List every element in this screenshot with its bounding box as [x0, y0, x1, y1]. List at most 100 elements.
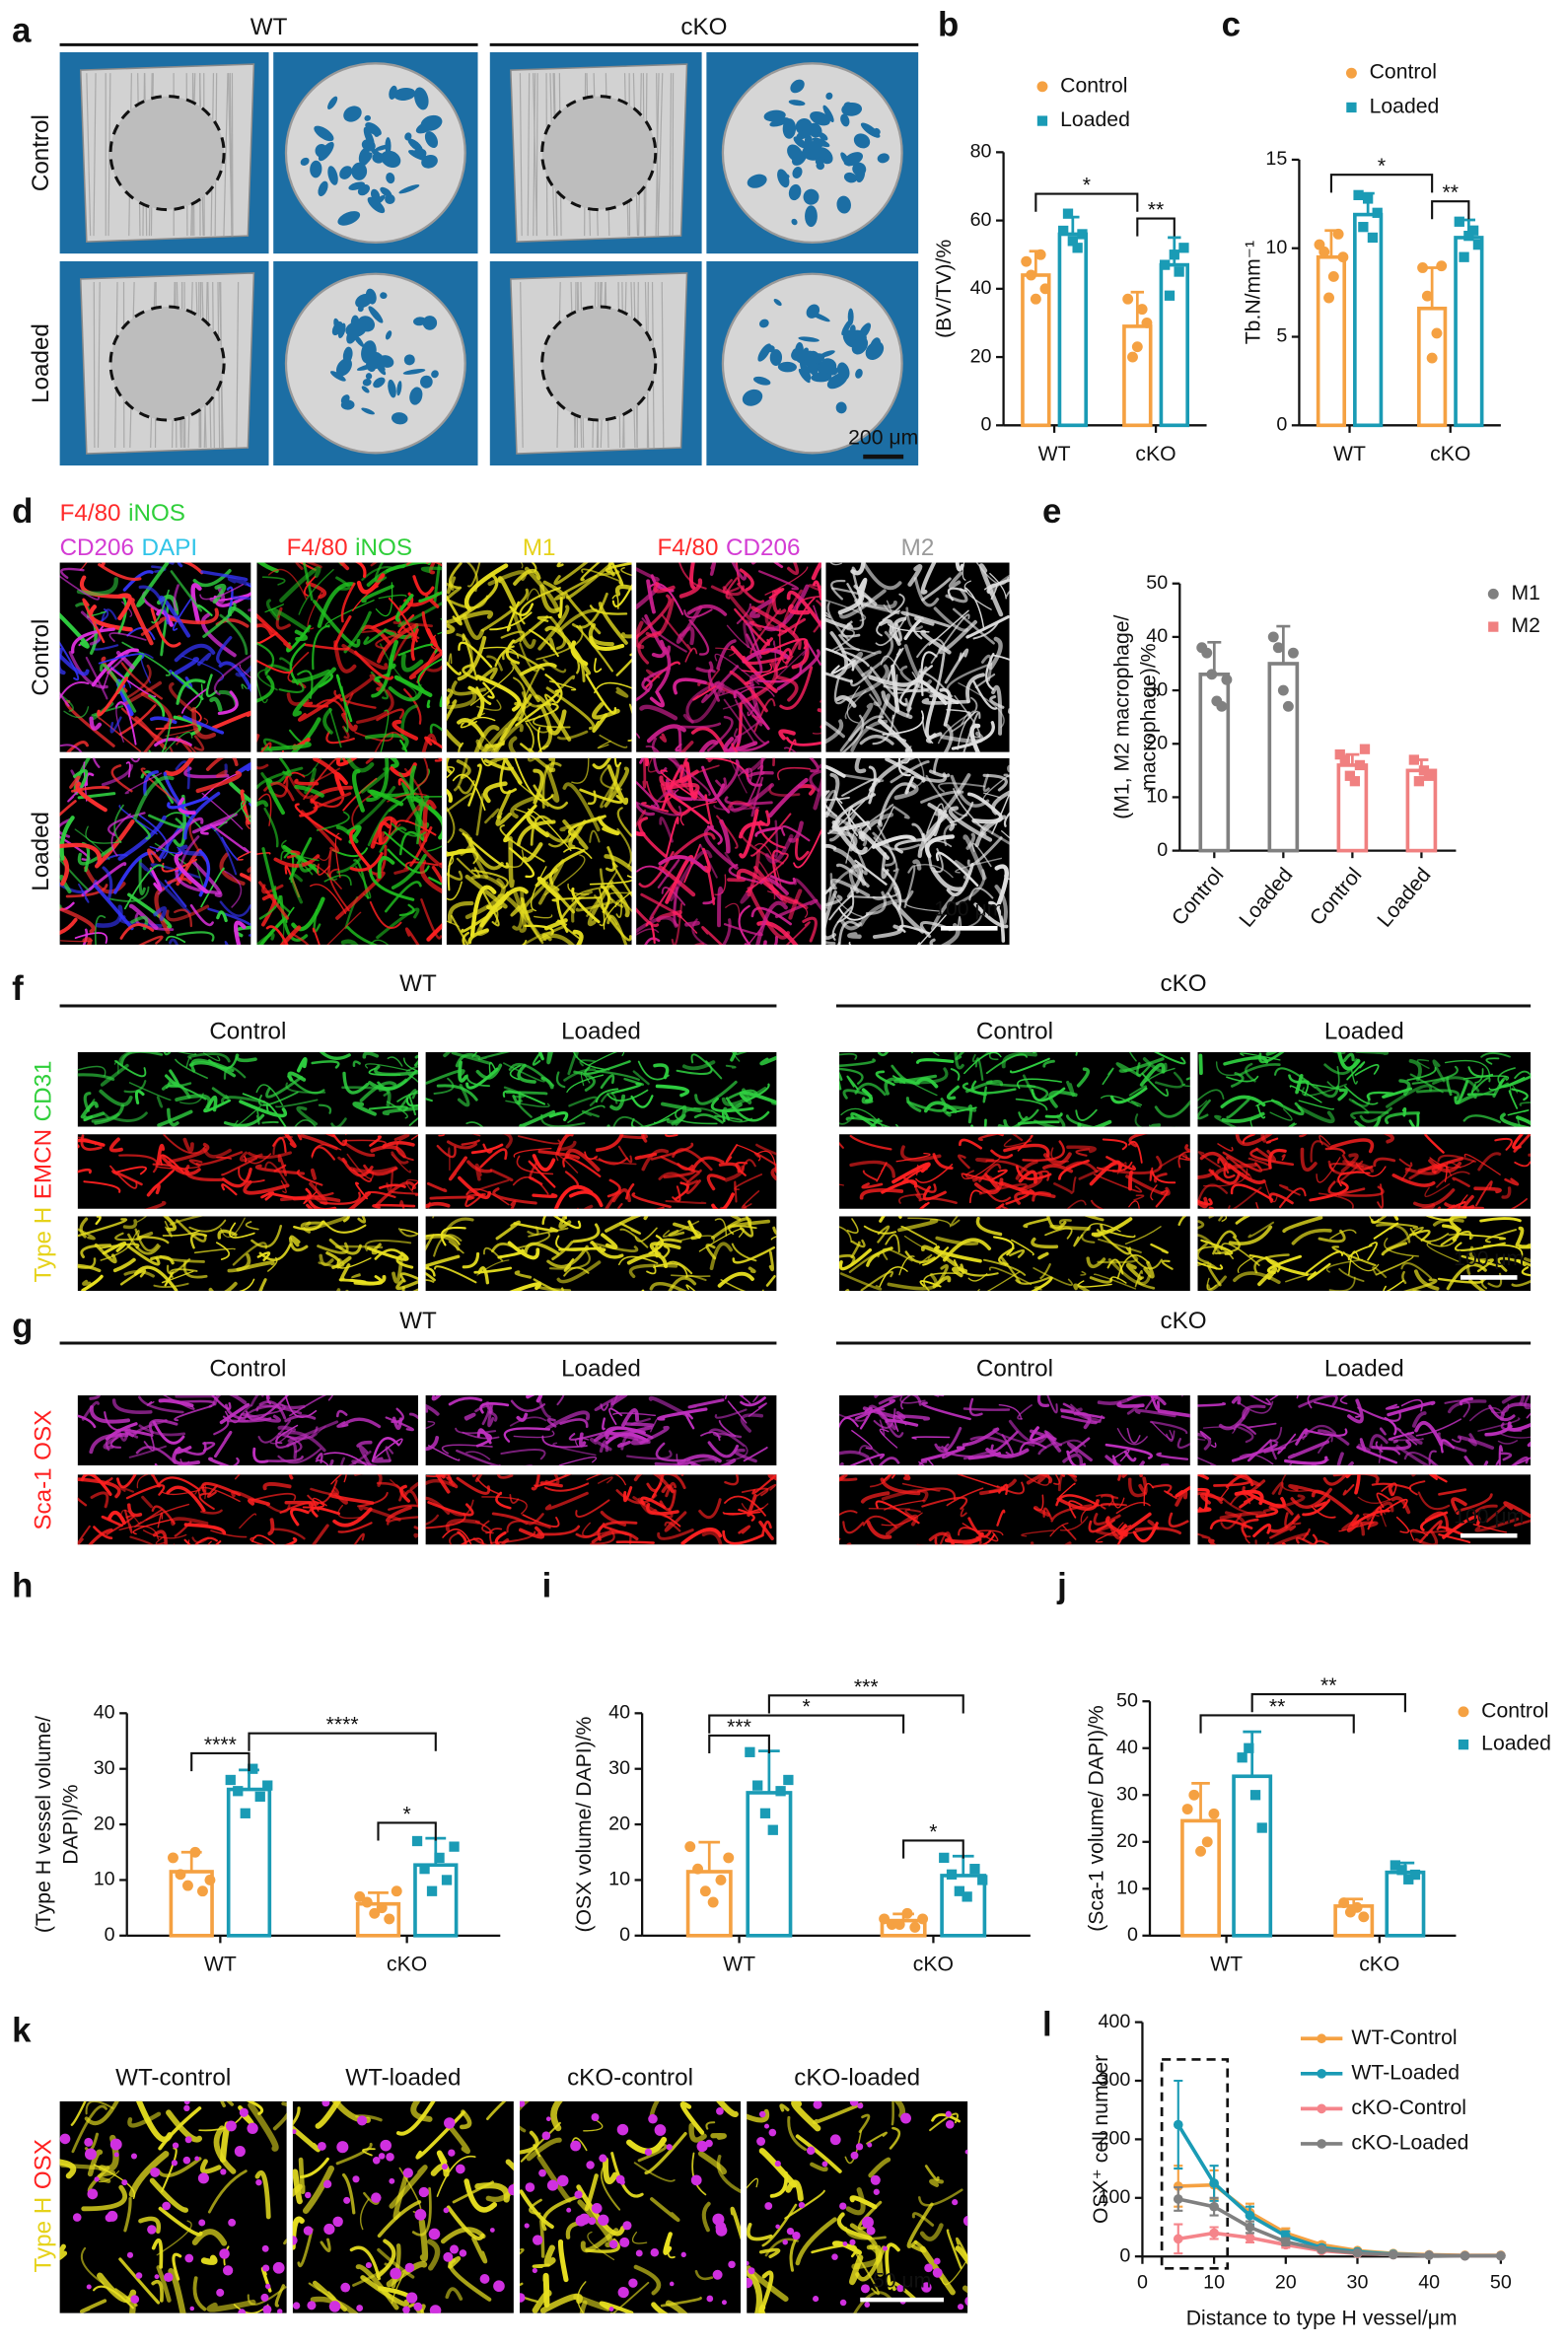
stain	[619, 1228, 649, 1248]
stain	[1420, 1511, 1449, 1531]
stain	[738, 1525, 751, 1534]
cell	[570, 2140, 582, 2152]
stain	[1477, 1152, 1502, 1172]
stain	[1238, 1400, 1274, 1414]
stain	[604, 766, 629, 808]
stain	[598, 1476, 613, 1484]
stain	[531, 562, 537, 573]
stain	[839, 1226, 853, 1244]
stain	[462, 613, 485, 641]
stain	[471, 1051, 478, 1058]
stain	[220, 2100, 235, 2108]
stain	[260, 893, 277, 927]
point	[783, 1774, 794, 1786]
stain	[732, 1051, 741, 1062]
stain	[151, 1169, 175, 1191]
legend-marker	[1346, 102, 1357, 113]
stain	[1288, 1458, 1329, 1466]
stain	[307, 1479, 338, 1505]
pore	[800, 360, 812, 381]
stain	[912, 859, 922, 871]
stain	[736, 1051, 748, 1056]
y-tick-label: 200	[1099, 2128, 1131, 2150]
stain	[795, 2217, 837, 2266]
stain	[112, 1257, 136, 1273]
stain	[761, 1520, 772, 1535]
cell	[716, 2107, 724, 2115]
stain	[261, 576, 286, 586]
stain	[340, 582, 356, 623]
image-panel	[273, 51, 478, 254]
stain	[787, 604, 811, 615]
stain	[1470, 1077, 1491, 1094]
stain	[609, 1394, 618, 1409]
stain	[1417, 1491, 1451, 1511]
stain	[776, 675, 799, 702]
stain	[114, 1232, 142, 1242]
stain	[747, 1493, 757, 1518]
stain	[413, 1532, 418, 1538]
point	[1206, 669, 1218, 680]
stain	[1354, 1064, 1380, 1076]
image-panel	[77, 1134, 418, 1209]
stain	[425, 595, 440, 608]
stain	[368, 1105, 409, 1111]
cell	[216, 2288, 225, 2297]
stain	[394, 594, 414, 622]
stain	[280, 1179, 287, 1194]
cell	[154, 2274, 160, 2280]
stain	[1032, 1191, 1051, 1202]
stain	[939, 687, 952, 727]
stain-word: EMCN	[31, 1129, 57, 1199]
point	[1131, 341, 1143, 353]
pore	[792, 151, 807, 166]
stain	[148, 719, 173, 752]
stain	[446, 850, 455, 867]
stain	[699, 843, 718, 879]
stain	[648, 582, 684, 615]
stain	[601, 1092, 618, 1104]
stain	[872, 831, 896, 867]
stain	[526, 588, 541, 601]
stain	[641, 1134, 648, 1143]
stain	[967, 1273, 988, 1282]
stain	[839, 1510, 858, 1517]
stain	[215, 769, 228, 778]
stain	[1048, 1090, 1078, 1108]
stain	[980, 654, 993, 682]
stain	[359, 2198, 370, 2231]
pore	[385, 330, 392, 340]
stain	[731, 743, 739, 752]
point	[1272, 642, 1284, 654]
stain	[170, 1517, 209, 1527]
point	[1413, 776, 1425, 787]
stain	[467, 763, 482, 807]
stain	[499, 759, 517, 795]
stain	[1370, 1216, 1388, 1225]
stain	[425, 1271, 436, 1282]
stain	[646, 579, 656, 614]
stain	[393, 675, 433, 697]
stain	[380, 709, 390, 752]
stain	[1184, 1144, 1190, 1153]
pore	[413, 317, 427, 326]
stain-word: M1	[523, 534, 556, 561]
cell	[873, 2188, 880, 2195]
cell	[448, 2149, 456, 2157]
stain	[281, 1404, 306, 1410]
stain	[1391, 1173, 1436, 1187]
point	[1463, 231, 1474, 242]
stain	[333, 615, 352, 648]
stain	[221, 1167, 252, 1188]
stain	[120, 662, 164, 700]
stain	[115, 703, 126, 743]
stain	[1440, 1439, 1456, 1454]
stain	[904, 1509, 921, 1520]
stain	[349, 2245, 382, 2281]
stain	[920, 790, 964, 804]
cell	[921, 2282, 932, 2293]
stain	[1451, 1497, 1467, 1516]
stain	[919, 920, 949, 939]
point	[1195, 1845, 1206, 1857]
stain	[275, 1099, 319, 1108]
